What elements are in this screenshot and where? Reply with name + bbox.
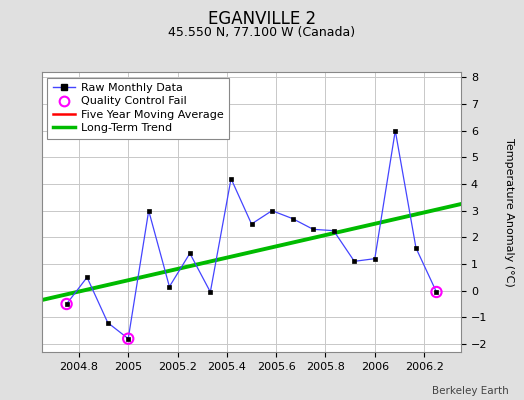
- Text: EGANVILLE 2: EGANVILLE 2: [208, 10, 316, 28]
- Text: Berkeley Earth: Berkeley Earth: [432, 386, 508, 396]
- Y-axis label: Temperature Anomaly (°C): Temperature Anomaly (°C): [504, 138, 514, 286]
- Point: [432, 289, 441, 295]
- Text: 45.550 N, 77.100 W (Canada): 45.550 N, 77.100 W (Canada): [168, 26, 356, 39]
- Point: [62, 301, 71, 307]
- Legend: Raw Monthly Data, Quality Control Fail, Five Year Moving Average, Long-Term Tren: Raw Monthly Data, Quality Control Fail, …: [48, 78, 229, 139]
- Point: [124, 336, 133, 342]
